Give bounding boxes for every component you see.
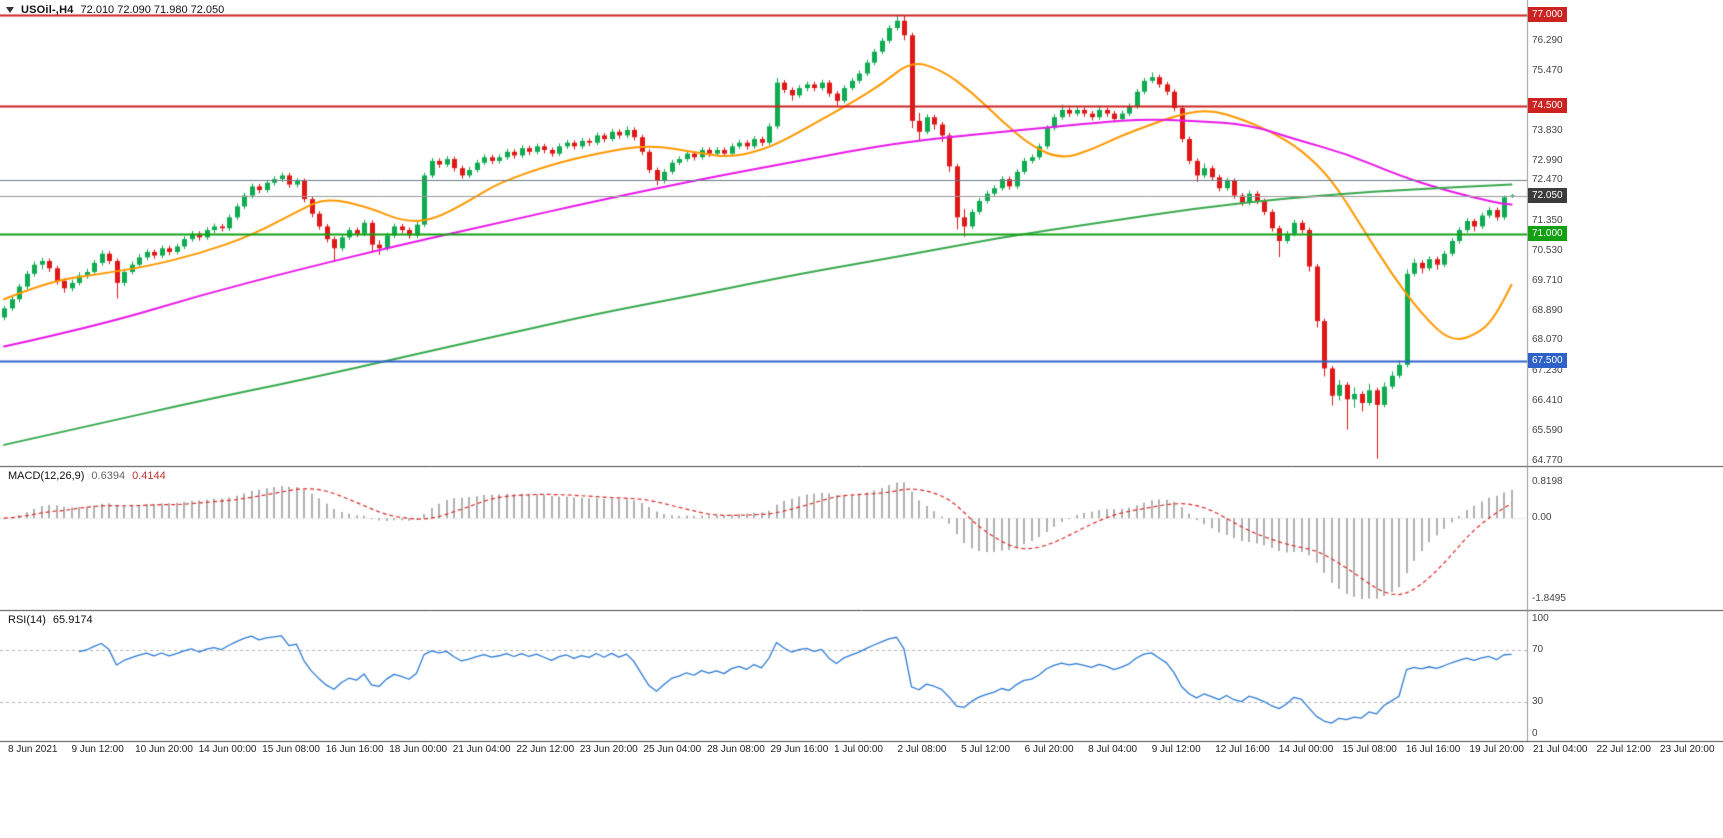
time-label: 14 Jun 00:00	[198, 744, 257, 755]
time-label: 14 Jul 00:00	[1278, 744, 1334, 755]
rsi-axis-label: 100	[1532, 613, 1549, 624]
price-tick: 64.770	[1532, 454, 1563, 466]
price-tick: 73.830	[1532, 124, 1563, 136]
time-label: 15 Jul 08:00	[1342, 744, 1397, 755]
rsi-name: RSI(14)	[8, 614, 46, 626]
price-tick: 76.290	[1532, 35, 1563, 47]
rsi-axis-label: 70	[1532, 644, 1544, 655]
time-label: 8 Jul 04:00	[1088, 744, 1138, 755]
macd-axis-label: 0.8198	[1532, 476, 1563, 488]
price-level-badge: 77.000	[1528, 7, 1567, 23]
time-label: 25 Jun 04:00	[643, 744, 702, 755]
time-label: 19 Jul 20:00	[1469, 744, 1524, 755]
rsi-axis-label: 0	[1532, 728, 1538, 739]
time-label: 22 Jul 12:00	[1596, 744, 1652, 755]
chart-title: USOil-,H4 72.010 72.090 71.980 72.050	[6, 4, 224, 16]
macd-signal-value: 0.4144	[132, 470, 166, 482]
rsi-value: 65.9174	[52, 614, 93, 626]
time-label: 6 Jul 20:00	[1024, 744, 1074, 755]
price-tick: 75.470	[1532, 64, 1563, 76]
time-label: 23 Jul 20:00	[1660, 744, 1715, 755]
time-label: 9 Jul 12:00	[1151, 744, 1201, 755]
macd-axis-label: 0.00	[1532, 512, 1552, 524]
rsi-indicator-label: RSI(14) 65.9174	[8, 614, 93, 626]
chart-marker-icon	[6, 7, 14, 13]
time-label: 23 Jun 20:00	[579, 744, 638, 755]
price-tick: 71.350	[1532, 214, 1563, 226]
price-tick: 70.530	[1532, 244, 1563, 256]
time-label: 21 Jun 04:00	[452, 744, 511, 755]
price-level-badge: 74.500	[1528, 98, 1567, 114]
macd-main-value: 0.6394	[91, 470, 126, 482]
time-label: 21 Jul 04:00	[1532, 744, 1588, 755]
price-tick: 72.470	[1532, 174, 1563, 186]
price-tick: 72.990	[1532, 155, 1563, 167]
time-label: 22 Jun 12:00	[516, 744, 575, 755]
time-label: 2 Jul 08:00	[897, 744, 947, 755]
time-label: 5 Jul 12:00	[961, 744, 1011, 755]
time-label: 15 Jun 08:00	[262, 744, 320, 755]
price-tick: 68.890	[1532, 304, 1563, 316]
price-level-badge: 67.500	[1528, 353, 1567, 369]
macd-axis-label: -1.8495	[1532, 593, 1566, 605]
rsi-axis-label: 30	[1532, 696, 1544, 707]
time-label: 16 Jul 16:00	[1405, 744, 1461, 755]
price-level-badge: 71.000	[1528, 225, 1567, 241]
time-label: 28 Jun 08:00	[706, 744, 765, 755]
time-label: 9 Jun 12:00	[71, 744, 124, 755]
time-label: 8 Jun 2021	[8, 744, 58, 755]
chart-symbol-period: USOil-,H4	[21, 4, 74, 16]
time-label: 12 Jul 16:00	[1215, 744, 1270, 755]
price-tick: 68.070	[1532, 334, 1563, 346]
price-level-badge: 72.050	[1528, 187, 1567, 203]
macd-indicator-label: MACD(12,26,9) 0.6394 0.4144	[8, 470, 166, 482]
price-tick: 65.590	[1532, 424, 1563, 436]
chart-ohlc-values: 72.010 72.090 71.980 72.050	[80, 4, 225, 16]
time-label: 1 Jul 00:00	[834, 744, 883, 755]
time-label: 29 Jun 16:00	[770, 744, 829, 755]
chart-canvas[interactable]	[0, 0, 1723, 762]
price-tick: 69.710	[1532, 274, 1563, 286]
time-label: 16 Jun 16:00	[325, 744, 384, 755]
price-tick: 67.230	[1532, 364, 1563, 376]
time-label: 18 Jun 00:00	[389, 744, 448, 755]
price-tick: 66.410	[1532, 394, 1563, 406]
time-label: 10 Jun 20:00	[135, 744, 193, 755]
macd-name: MACD(12,26,9)	[8, 470, 85, 482]
